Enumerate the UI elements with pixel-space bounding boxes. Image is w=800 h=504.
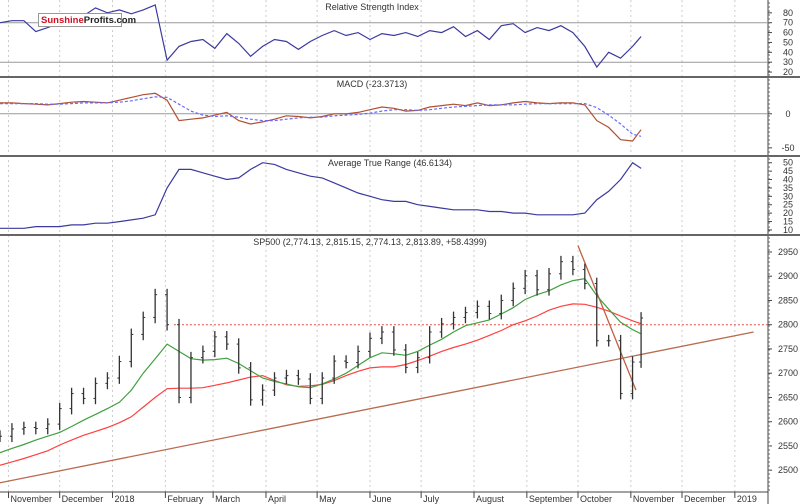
x-tick-label: October <box>580 494 612 504</box>
support-trendline <box>0 331 754 484</box>
x-tick-label: April <box>268 494 286 504</box>
y-tick-label: 80 <box>783 8 793 18</box>
panel-title: SP500 (2,774.13, 2,815.15, 2,774.13, 2,8… <box>253 237 486 247</box>
x-tick-label: November <box>11 494 53 504</box>
y-tick-label: 15 <box>783 217 793 227</box>
y-tick-label: 2650 <box>778 392 798 402</box>
x-tick-label: 2019 <box>737 494 757 504</box>
indicator-line <box>0 4 642 69</box>
moving-average-green <box>0 277 642 454</box>
panel-title: Relative Strength Index <box>325 2 419 12</box>
y-tick-label: 2850 <box>778 295 798 305</box>
y-tick-label: 70 <box>783 18 793 28</box>
y-tick-label: 30 <box>783 191 793 201</box>
indicator-line <box>0 96 642 137</box>
y-tick-label: 10 <box>783 225 793 235</box>
y-tick-label: 20 <box>783 208 793 218</box>
y-tick-label: 2750 <box>778 344 798 354</box>
y-tick-label: 60 <box>783 28 793 38</box>
x-tick-label: September <box>529 494 573 504</box>
y-tick-label: 45 <box>783 166 793 176</box>
x-tick-label: August <box>476 494 505 504</box>
y-tick-label: 2900 <box>778 271 798 281</box>
sunshineprofits-logo: SunshineProfits.com <box>38 13 136 27</box>
y-tick-label: 30 <box>783 57 793 67</box>
panel-title: MACD (-23.3713) <box>337 79 408 89</box>
x-tick-label: February <box>167 494 204 504</box>
y-tick-label: 25 <box>783 200 793 210</box>
x-tick-label: December <box>684 494 726 504</box>
y-tick-label: 2500 <box>778 465 798 475</box>
y-tick-label: 2800 <box>778 320 798 330</box>
y-tick-label: -50 <box>781 143 794 153</box>
y-tick-label: 0 <box>785 109 790 119</box>
x-tick-label: July <box>423 494 440 504</box>
y-tick-label: 2600 <box>778 417 798 427</box>
y-tick-label: 40 <box>783 175 793 185</box>
y-tick-label: 50 <box>783 158 793 168</box>
y-tick-label: 2950 <box>778 247 798 257</box>
indicator-line <box>0 161 642 229</box>
y-tick-label: 2550 <box>778 441 798 451</box>
x-tick-label: March <box>215 494 240 504</box>
x-tick-label: 2018 <box>115 494 135 504</box>
x-tick-label: November <box>633 494 675 504</box>
y-tick-label: 50 <box>783 37 793 47</box>
x-tick-label: December <box>62 494 104 504</box>
y-tick-label: 35 <box>783 183 793 193</box>
panel-title: Average True Range (46.6134) <box>328 158 452 168</box>
x-tick-label: June <box>372 494 392 504</box>
down-trendline <box>577 245 637 391</box>
y-tick-label: 2700 <box>778 368 798 378</box>
x-tick-label: May <box>319 494 337 504</box>
y-tick-label: 20 <box>783 67 793 77</box>
y-tick-label: 40 <box>783 47 793 57</box>
